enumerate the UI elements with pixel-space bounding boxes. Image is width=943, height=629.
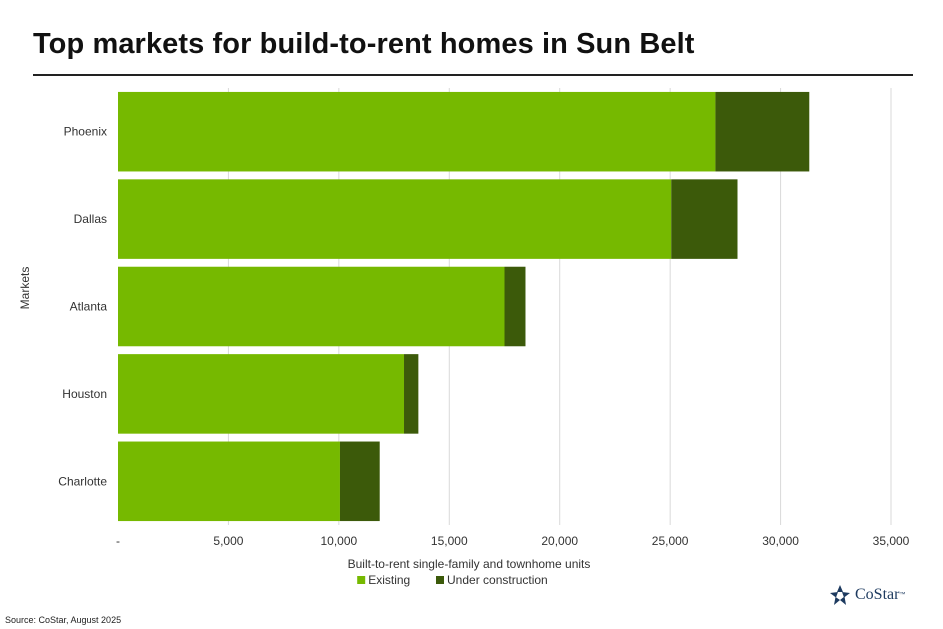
bars [118,91,810,522]
legend-label-0: Existing [368,573,410,587]
source-note: Source: CoStar, August 2025 [5,615,122,625]
bar-dallas-under-construction [671,179,738,259]
x-tick-label: - [116,534,120,548]
x-tick-labels: - 5,000 10,000 15,000 20,000 25,000 30,000 35,0… [116,534,910,548]
bar-atlanta-existing [118,266,505,347]
x-tick-label: 20,000 [541,534,578,548]
logo-trademark: ™ [899,592,906,598]
bar-atlanta-under-construction [504,266,526,347]
category-label-phoenix: Phoenix [64,125,107,139]
bar-charlotte-under-construction [339,441,380,522]
costar-logo: CoStar ™ [829,584,905,606]
legend-swatch-0 [357,576,366,584]
category-label-houston: Houston [62,387,107,401]
x-axis-title: Built-to-rent single-family and townhome… [348,557,591,571]
bar-phoenix-under-construction [715,91,810,172]
category-label-dallas: Dallas [74,212,107,226]
category-label-charlotte: Charlotte [58,474,107,488]
costar-star-icon [830,585,850,605]
bar-dallas-existing [118,179,672,259]
x-tick-label: 5,000 [213,534,243,548]
x-tick-label: 25,000 [652,534,689,548]
x-tick-label: 15,000 [431,534,468,548]
legend-label-1: Under construction [447,573,548,587]
bar-charlotte-existing [118,441,340,522]
chart-title: Top markets for build-to-rent homes in S… [33,28,695,60]
legend-swatch-1 [436,576,444,584]
category-label-atlanta: Atlanta [70,300,108,314]
x-tick-label: 10,000 [321,534,358,548]
x-tick-label: 35,000 [873,534,910,548]
logo-text: CoStar [855,586,900,603]
title-divider [33,74,913,76]
legend: Existing Under construction [357,573,548,587]
bar-houston-under-construction [404,354,419,434]
bar-chart: Phoenix Dallas Atlanta Houston Charlotte - 5,… [18,88,910,587]
category-labels: Phoenix Dallas Atlanta Houston Charlotte [58,125,107,489]
y-axis-title: Markets [18,267,32,310]
bar-houston-existing [118,354,405,434]
bar-phoenix-existing [118,91,716,172]
x-tick-label: 30,000 [762,534,799,548]
